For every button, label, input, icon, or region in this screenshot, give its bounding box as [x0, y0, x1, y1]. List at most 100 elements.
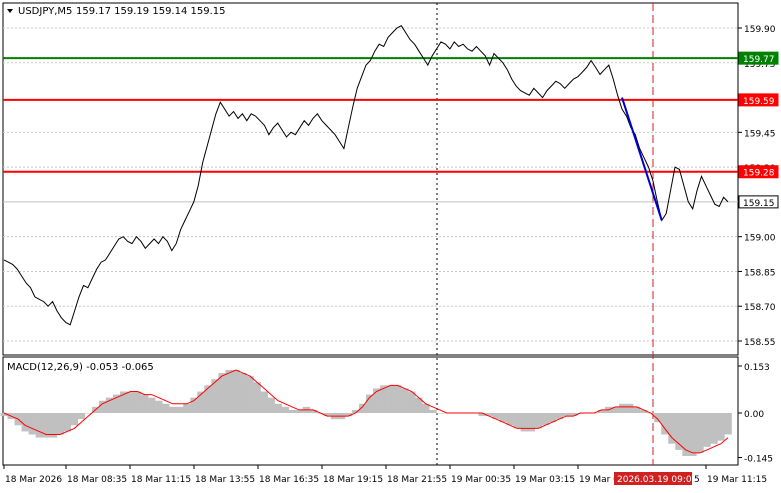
macd-bar [148, 397, 156, 413]
level-tag-label: 159.59 [743, 97, 775, 107]
macd-bar [295, 409, 304, 413]
macd-bar [246, 376, 254, 413]
macd-bar [84, 413, 93, 414]
time-tick-label: 18 Mar 19:15 [323, 475, 383, 485]
macd-bar [380, 385, 388, 413]
macd-bar [232, 369, 240, 413]
macd-bar [127, 391, 135, 413]
macd-bar [112, 394, 121, 413]
macd-bar [162, 403, 170, 413]
macd-bar [394, 385, 402, 413]
macd-bar [633, 406, 641, 413]
cursor-time-label: 2026.03.19 09:00 [617, 475, 698, 485]
macd-bar [555, 413, 564, 420]
macd-bar [267, 397, 275, 413]
macd-bar [183, 403, 191, 413]
macd-bar [506, 413, 514, 426]
macd-tick-label: -0.145 [744, 455, 773, 465]
macd-bar [513, 413, 521, 429]
time-tick-label: 18 Mar 13:55 [195, 475, 255, 485]
macd-bar [429, 409, 437, 413]
time-tick-label: 18 Mar 16:35 [259, 475, 319, 485]
cursor-time-suffix: 5 [694, 475, 700, 485]
macd-bar [351, 409, 360, 413]
macd-bar [724, 413, 732, 435]
macd-bar [323, 413, 332, 417]
macd-bar [358, 403, 367, 413]
macd-bar [366, 394, 374, 413]
macd-bar [204, 385, 212, 413]
time-tick-label: 18 Mar 08:35 [67, 475, 127, 485]
macd-bar [640, 409, 648, 413]
macd-bar [499, 413, 507, 423]
time-tick-label: 19 Mar 11:15 [707, 475, 767, 485]
time-tick-label: 18 Mar 2026 [5, 475, 62, 485]
ohlc-label: 159.17 159.19 159.14 159.15 [76, 6, 226, 17]
macd-bar [253, 382, 261, 413]
level-tag [738, 51, 779, 65]
dropdown-arrow-icon[interactable] [7, 9, 13, 13]
macd-bar [98, 400, 107, 413]
cursor-time-tag[interactable] [614, 472, 692, 485]
macd-bar [344, 413, 353, 417]
time-tick-label: 18 Mar 11:15 [131, 475, 191, 485]
macd-bar [541, 413, 550, 426]
symbol-label: USDJPY,M5 [18, 6, 72, 17]
macd-bar [211, 379, 219, 413]
macd-bar [661, 413, 669, 435]
macd-bar [105, 397, 114, 413]
macd-plot-frame [2, 356, 739, 466]
price-tick-label: 158.85 [744, 268, 776, 278]
macd-bar [239, 373, 247, 413]
macd-bar [619, 403, 627, 413]
macd-bar [134, 391, 142, 413]
macd-bar [597, 409, 606, 413]
macd-bar [225, 369, 233, 413]
macd-bar [373, 388, 381, 413]
macd-bar [77, 413, 86, 420]
macd-bar [70, 413, 79, 426]
level-tag-label: 159.28 [743, 169, 775, 179]
macd-bar [176, 406, 184, 413]
macd-bar [197, 391, 205, 413]
macd-bar [436, 413, 444, 414]
macd-bar [668, 413, 676, 444]
macd-bar [218, 373, 226, 413]
macd-bar [520, 413, 528, 432]
macd-bar [21, 413, 29, 432]
macd-bar [309, 409, 318, 413]
macd-bar [408, 391, 416, 413]
level-tag [738, 195, 779, 209]
level-tag-label: 159.15 [743, 199, 775, 209]
price-tick-label: 158.55 [744, 338, 776, 348]
macd-bar [422, 403, 430, 413]
macd-bar [485, 413, 493, 417]
macd-bar [141, 394, 149, 413]
macd-label: MACD(12,26,9) -0.053 -0.065 [7, 362, 154, 373]
macd-tick-label: 0.153 [744, 363, 770, 373]
macd-bar [281, 406, 289, 413]
symbol-header: USDJPY,M5 159.17 159.19 159.14 159.15 [7, 6, 226, 17]
macd-bar [119, 391, 128, 413]
level-tag [738, 93, 779, 107]
macd-bar [492, 413, 500, 420]
time-tick-label: 19 Mar 03:15 [515, 475, 575, 485]
price-tick-label: 159.45 [744, 129, 776, 139]
macd-bar [155, 400, 163, 413]
macd-bar [415, 397, 423, 413]
time-tick-label: 19 Mar 00:35 [451, 475, 511, 485]
trend-line[interactable] [621, 97, 663, 221]
macd-bar [387, 385, 395, 413]
macd-bar [527, 413, 535, 432]
time-tick-label: 19 Mar 0 [579, 475, 619, 485]
macd-tick-label: 0.00 [744, 410, 764, 420]
price-tick-label: 159.00 [744, 234, 776, 244]
macd-bar [260, 391, 268, 413]
macd-bar [42, 413, 50, 438]
macd-bar [28, 413, 36, 435]
macd-bar [56, 413, 65, 435]
level-tag-label: 159.77 [743, 55, 775, 65]
macd-bar [654, 413, 662, 423]
